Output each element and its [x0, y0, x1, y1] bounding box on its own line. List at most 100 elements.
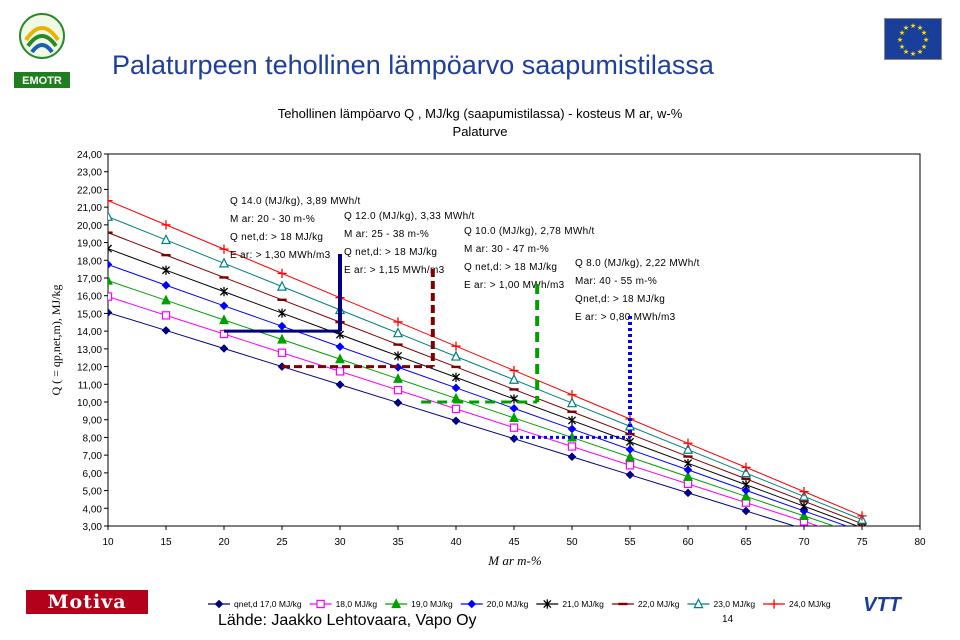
data-point [219, 314, 229, 325]
svg-text:★: ★ [921, 43, 927, 51]
data-point [160, 233, 172, 245]
y-tick-label: 20,00 [77, 221, 102, 232]
eu-flag-icon: ★ ★ ★ ★ ★ ★ ★ ★ ★ ★ ★ ★ [884, 18, 942, 60]
x-axis-label: M ar m-% [487, 553, 542, 568]
x-tick-label: 50 [566, 537, 578, 548]
data-point [450, 350, 462, 361]
data-point [161, 326, 171, 335]
x-tick-label: 20 [218, 537, 230, 548]
data-point [683, 438, 693, 448]
x-tick-label: 35 [392, 537, 404, 548]
y-tick-label: 7,00 [83, 451, 103, 462]
data-point [108, 210, 114, 221]
data-point [802, 524, 806, 526]
data-point [683, 465, 693, 475]
data-point [161, 265, 171, 275]
y-tick-label: 14,00 [77, 327, 102, 338]
svg-text:★: ★ [917, 24, 923, 32]
data-point [543, 599, 552, 609]
y-tick-label: 9,00 [83, 416, 103, 427]
data-point [108, 292, 113, 301]
callout-text: E ar: > 1,15 MWh/m3 [344, 265, 445, 276]
data-point [335, 367, 345, 376]
data-point [108, 243, 113, 254]
data-point [508, 373, 520, 384]
data-point [467, 599, 477, 609]
legend-label: 24,0 MJ/kg [789, 599, 831, 609]
data-point [316, 599, 325, 609]
y-tick-label: 3,00 [83, 522, 103, 533]
series-line [108, 280, 836, 526]
y-tick-label: 21,00 [77, 203, 102, 214]
y-tick-label: 12,00 [77, 363, 102, 374]
x-tick-label: 75 [856, 537, 868, 548]
data-point [451, 372, 461, 382]
motiva-logo: Motiva [26, 590, 148, 614]
legend-label: 19,0 MJ/kg [411, 599, 453, 609]
legend-label: 22,0 MJ/kg [638, 599, 680, 609]
data-point [567, 442, 577, 451]
data-point [108, 308, 113, 317]
data-point [161, 294, 171, 305]
data-point [214, 599, 224, 609]
svg-text:★: ★ [899, 29, 905, 37]
data-point [509, 423, 519, 432]
svg-text:★: ★ [897, 36, 903, 44]
svg-text:★: ★ [921, 29, 927, 37]
x-tick-label: 80 [914, 537, 926, 548]
data-point [741, 480, 751, 490]
data-point [161, 311, 171, 320]
data-point [108, 274, 113, 285]
series-line [108, 264, 848, 526]
svg-text:★: ★ [910, 22, 916, 30]
x-tick-label: 70 [798, 537, 810, 548]
data-point [161, 280, 171, 290]
y-tick-label: 19,00 [77, 239, 102, 250]
data-point [219, 287, 229, 297]
data-point [509, 412, 519, 423]
callout-text: M ar: 20 - 30 m-% [230, 214, 315, 225]
data-point [567, 390, 577, 400]
data-point [567, 415, 577, 426]
data-point [161, 220, 171, 230]
data-point [219, 244, 229, 254]
data-point [625, 451, 635, 462]
callout-text: E ar: > 1,00 MWh/m3 [464, 280, 565, 291]
data-point [393, 373, 403, 383]
data-point [276, 280, 288, 291]
data-point [683, 479, 693, 489]
series-group [108, 195, 868, 526]
data-point [769, 599, 779, 609]
y-tick-label: 16,00 [77, 292, 102, 303]
data-point [391, 598, 402, 609]
y-tick-label: 11,00 [78, 380, 103, 391]
data-point [509, 404, 519, 413]
x-tick-label: 40 [450, 537, 462, 548]
data-point [393, 351, 403, 361]
data-point [451, 416, 461, 426]
svg-text:★: ★ [899, 43, 905, 51]
data-point [741, 490, 751, 501]
source-text: Lähde: Jaakko Lehtovaara, Vapo Oy [218, 612, 477, 629]
series-line [108, 248, 859, 526]
page-title: Palaturpeen tehollinen lämpöarvo saapumi… [112, 50, 714, 80]
data-point [335, 353, 345, 364]
data-point [219, 301, 229, 311]
series-line [108, 200, 863, 517]
data-point [799, 501, 809, 511]
callout-text: E ar: > 1,30 MWh/m3 [230, 250, 331, 261]
legend-label: 21,0 MJ/kg [562, 599, 604, 609]
callout-text: M ar: 30 - 47 m-% [464, 244, 549, 255]
svg-text:★: ★ [917, 48, 923, 56]
series-line [108, 312, 797, 526]
page-number: 14 [722, 614, 734, 625]
data-point [683, 458, 693, 468]
data-point [741, 486, 751, 495]
svg-text:★: ★ [903, 24, 909, 32]
y-tick-label: 18,00 [77, 256, 102, 267]
x-tick-label: 25 [276, 537, 288, 548]
data-point [683, 488, 693, 498]
data-point [393, 317, 403, 327]
data-point [451, 341, 461, 351]
data-point [108, 195, 113, 206]
